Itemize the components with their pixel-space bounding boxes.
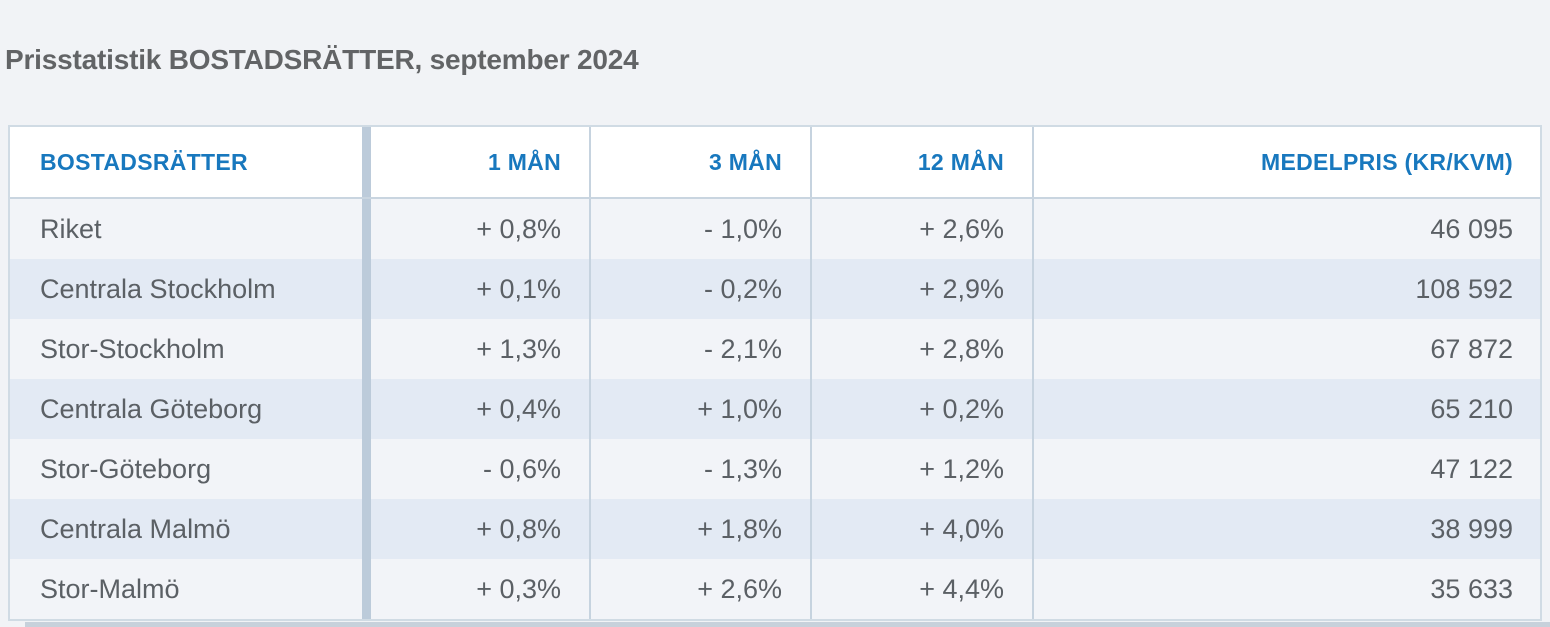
change-1-month: + 0,4% — [476, 393, 561, 424]
change-1-month: + 1,3% — [476, 333, 561, 364]
column-header-medelpris: MEDELPRIS (KR/KVM) — [1032, 127, 1540, 197]
column-header-3-man: 3 MÅN — [589, 127, 810, 197]
change-3-month: - 1,3% — [589, 439, 810, 499]
average-price-value: 47 122 — [1032, 439, 1540, 499]
change-3-month: + 1,8% — [589, 499, 810, 559]
table-row: Stor-Malmö + 0,3% + 2,6% + 4,4% 35 633 — [10, 559, 1540, 619]
change-12-month: + 0,2% — [810, 379, 1032, 439]
average-price-value: 35 633 — [1032, 559, 1540, 619]
table-header-row: BOSTADSRÄTTER 1 MÅN 3 MÅN 12 MÅN MEDELPR… — [10, 127, 1540, 199]
price-statistics-table: BOSTADSRÄTTER 1 MÅN 3 MÅN 12 MÅN MEDELPR… — [8, 125, 1542, 621]
table-row: Riket + 0,8% - 1,0% + 2,6% 46 095 — [10, 199, 1540, 259]
column-header-1-man: 1 MÅN — [487, 148, 561, 175]
table-row: Centrala Stockholm + 0,1% - 0,2% + 2,9% … — [10, 259, 1540, 319]
column-header-bostadsratter: BOSTADSRÄTTER — [10, 127, 371, 197]
average-price-value: 108 592 — [1032, 259, 1540, 319]
column-header-12-man: 12 MÅN — [810, 127, 1032, 197]
change-12-month: + 4,0% — [810, 499, 1032, 559]
table-body: Riket + 0,8% - 1,0% + 2,6% 46 095 Centra… — [10, 199, 1540, 619]
region-label: Stor-Göteborg — [10, 439, 371, 499]
region-label: Stor-Stockholm — [10, 319, 371, 379]
change-12-month: + 2,8% — [810, 319, 1032, 379]
page-title: Prisstatistik BOSTADSRÄTTER, september 2… — [5, 44, 639, 75]
change-12-month: + 2,9% — [810, 259, 1032, 319]
region-label: Stor-Malmö — [10, 559, 371, 619]
table-row: Centrala Göteborg + 0,4% + 1,0% + 0,2% 6… — [10, 379, 1540, 439]
region-label: Centrala Malmö — [10, 499, 371, 559]
change-12-month: + 1,2% — [810, 439, 1032, 499]
change-12-month: + 2,6% — [810, 199, 1032, 259]
next-section-top-edge — [25, 622, 1550, 627]
change-1-month: + 0,3% — [476, 573, 561, 604]
change-1-month: + 0,1% — [476, 273, 561, 304]
table-row: Stor-Göteborg - 0,6% - 1,3% + 1,2% 47 12… — [10, 439, 1540, 499]
change-1-month: + 0,8% — [476, 213, 561, 244]
table-row: Centrala Malmö + 0,8% + 1,8% + 4,0% 38 9… — [10, 499, 1540, 559]
change-3-month: - 0,2% — [589, 259, 810, 319]
average-price-value: 38 999 — [1032, 499, 1540, 559]
average-price-value: 67 872 — [1032, 319, 1540, 379]
change-1-month: - 0,6% — [482, 453, 561, 484]
region-label: Riket — [10, 199, 371, 259]
table-row: Stor-Stockholm + 1,3% - 2,1% + 2,8% 67 8… — [10, 319, 1540, 379]
average-price-value: 46 095 — [1032, 199, 1540, 259]
change-12-month: + 4,4% — [810, 559, 1032, 619]
change-1-month: + 0,8% — [476, 513, 561, 544]
change-3-month: - 2,1% — [589, 319, 810, 379]
change-3-month: + 1,0% — [589, 379, 810, 439]
region-label: Centrala Göteborg — [10, 379, 371, 439]
region-label: Centrala Stockholm — [10, 259, 371, 319]
change-3-month: - 1,0% — [589, 199, 810, 259]
average-price-value: 65 210 — [1032, 379, 1540, 439]
change-3-month: + 2,6% — [589, 559, 810, 619]
